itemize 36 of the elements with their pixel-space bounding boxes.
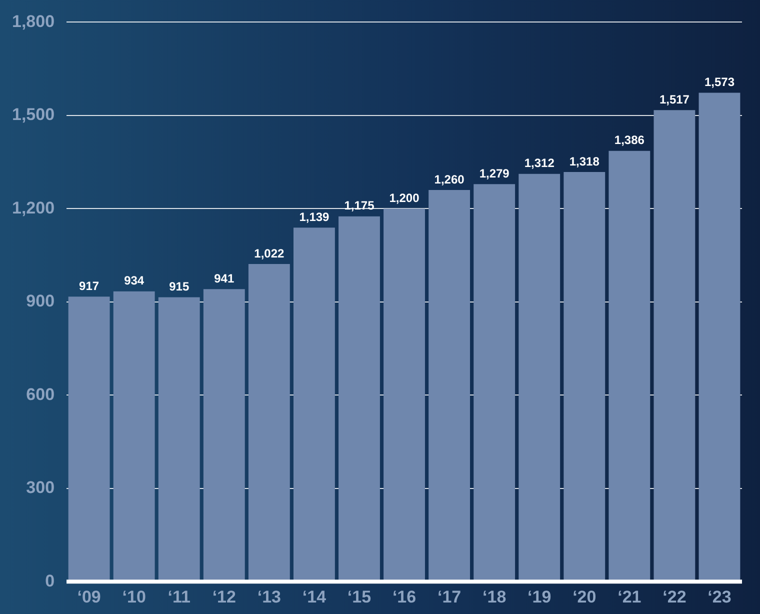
data-label: 1,022	[254, 246, 285, 260]
x-tick-label: ‘10	[122, 587, 146, 606]
data-label: 1,517	[659, 92, 690, 106]
data-label: 1,318	[569, 154, 600, 168]
x-tick-label: ‘22	[662, 587, 686, 606]
x-tick-label: ‘20	[572, 587, 596, 606]
y-tick-label: 900	[26, 292, 55, 311]
y-tick-label: 1,200	[12, 198, 55, 218]
data-label: 1,386	[614, 133, 645, 148]
x-tick-label: ‘14	[302, 587, 327, 606]
y-tick-label: 1,500	[12, 105, 55, 124]
data-label: 1,139	[299, 210, 330, 224]
y-tick-label: 300	[26, 478, 55, 498]
data-label: 1,260	[434, 172, 465, 186]
x-tick-label: ‘15	[347, 587, 372, 606]
x-tick-label: ‘21	[618, 587, 642, 606]
data-label: 917	[79, 278, 100, 293]
data-label: 941	[214, 271, 234, 286]
x-tick-label: ‘09	[77, 587, 101, 606]
y-tick-label: 600	[26, 384, 55, 404]
x-tick-label: ‘17	[437, 587, 462, 606]
x-tick-label: ‘11	[168, 587, 190, 606]
x-tick-label: ‘23	[708, 587, 732, 606]
data-label: 934	[124, 274, 144, 288]
y-tick-label: 1,800	[12, 12, 55, 31]
data-label: 1,200	[389, 190, 420, 205]
data-label: 1,312	[524, 156, 555, 170]
y-tick-label: 0	[45, 571, 55, 590]
data-label: 1,279	[479, 166, 510, 180]
x-tick-label: ‘12	[212, 587, 236, 606]
x-tick-label: ‘19	[528, 587, 552, 606]
data-label: 1,573	[704, 75, 735, 90]
x-tick-label: ‘18	[482, 587, 506, 606]
x-tick-label: ‘16	[392, 587, 416, 606]
data-label: 915	[169, 280, 190, 294]
x-tick-label: ‘13	[257, 587, 281, 606]
